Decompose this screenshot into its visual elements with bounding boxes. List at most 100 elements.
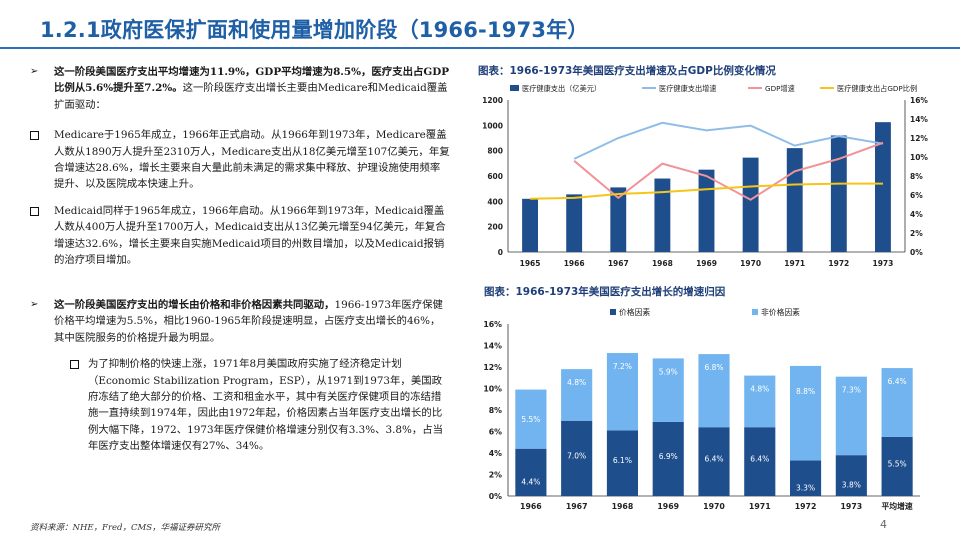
chart1-y-right-tick: 6%: [910, 191, 923, 200]
medicaid-text: Medicaid同样于1965年成立，1966年启动。从1966年到1973年，…: [54, 204, 446, 267]
chart2-bar-price: [835, 455, 867, 496]
chart2-y-tick: 10%: [483, 385, 502, 394]
chart2-bar-price: [561, 420, 593, 496]
chart2-x-tick: 1968: [612, 502, 634, 511]
chart1-legend-label: 医疗健康支出（亿美元）: [522, 84, 601, 93]
chart2-svg: 价格因素 非价格因素 0% 2% 4% 6% 8% 10% 12% 14% 16% 1966 1967 1…: [483, 307, 920, 511]
square-bullet-icon: [30, 127, 39, 146]
chart2-data-label-nonprice: 4.8%: [567, 378, 586, 387]
top-accent-line: [0, 0, 960, 3]
chart2-data-label-price: 7.0%: [567, 451, 586, 460]
paragraph-medicaid: Medicaid同样于1965年成立，1966年启动。从1966年到1973年，…: [30, 203, 450, 269]
chart2-data-label-nonprice: 4.8%: [750, 385, 769, 394]
source-footnote: 资料来源：NHE，Fred，CMS，华福证券研究所: [30, 523, 221, 533]
chart1-legend-swatch: [510, 85, 519, 91]
chart2-data-label-price: 6.4%: [750, 455, 769, 464]
chart2: 价格因素 非价格因素 0% 2% 4% 6% 8% 10% 12% 14% 16% 1966 1967 1…: [470, 300, 945, 518]
chart2-data-label-nonprice: 7.3%: [842, 386, 861, 395]
chart2-x-tick: 1971: [749, 502, 771, 511]
chart2-bar-nonprice: [606, 353, 639, 431]
chart1-legend-label: GDP增速: [765, 84, 795, 93]
chart2-data-label-price: 3.3%: [796, 483, 815, 492]
chart1-y-left-tick: 0: [498, 248, 503, 257]
chart1-y-left-tick: 200: [487, 223, 503, 232]
chart1-x-tick: 1967: [608, 259, 629, 268]
chart2-x-tick: 1972: [795, 502, 817, 511]
chart1-bar: [742, 157, 759, 252]
chart1-y-right-tick: 14%: [910, 115, 928, 124]
chart1-svg: 医疗健康支出（亿美元） 医疗健康支出增速 GDP增速 医疗健康支出占GDP比例 0 200…: [482, 84, 928, 268]
chart1-bar: [830, 135, 847, 252]
chart1-x-tick: 1973: [873, 259, 894, 268]
chart2-bar-nonprice: [561, 369, 593, 421]
chart2-y-tick: 2%: [489, 471, 502, 480]
chart2-bar-price: [698, 427, 730, 496]
chart2-bar-nonprice: [744, 375, 776, 428]
chart2-bar-nonprice: [835, 376, 867, 456]
chart1-y-left-tick: 400: [487, 197, 503, 206]
chart1-bar: [610, 187, 627, 252]
chart2-data-label-price: 5.5%: [888, 459, 907, 468]
chart2-bar-nonprice: [881, 368, 913, 437]
arrow-bullet-icon: ➢: [30, 66, 39, 77]
chart2-bar-price: [515, 448, 547, 496]
chart2-title: 图表：1966-1973年美国医疗支出增长的增速归因: [484, 286, 726, 298]
drivers-text: 1966-1973年医疗保健价格平均增速为5.5%，相比1960-1965年阶段…: [54, 299, 443, 344]
page-title: 1.2.1政府医保扩面和使用量增加阶段（1966-1973年）: [40, 18, 589, 42]
title-underline: [0, 47, 960, 49]
chart1-legend-label: 医疗健康支出占GDP比例: [837, 84, 917, 93]
chart2-x-tick: 1973: [840, 502, 862, 511]
chart2-y-tick: 0%: [489, 492, 502, 501]
chart2-y-tick: 16%: [483, 320, 502, 329]
chart2-data-label-price: 6.9%: [659, 452, 678, 461]
chart2-data-label-nonprice: 6.8%: [704, 363, 723, 372]
page-number: 4: [880, 518, 887, 531]
paragraph-summary: ➢ 这一阶段美国医疗支出平均增速为11.9%，GDP平均增速为8.5%，医疗支出…: [30, 64, 450, 113]
chart2-y-tick: 12%: [483, 363, 502, 372]
summary-text: 这一阶段医疗支出增长主要由Medicare和Medicaid覆盖扩面驱动：: [54, 82, 448, 111]
chart1-y-right-tick: 12%: [910, 134, 928, 143]
chart2-data-label-nonprice: 5.5%: [521, 415, 540, 424]
chart2-bar-price: [881, 436, 913, 496]
chart2-x-tick: 1967: [566, 502, 588, 511]
drivers-bold-text: 这一阶段美国医疗支出的增长由价格和非价格因素共同驱动，: [54, 299, 335, 311]
chart2-y-tick: 6%: [489, 428, 502, 437]
chart1: 医疗健康支出（亿美元） 医疗健康支出增速 GDP增速 医疗健康支出占GDP比例 0 200…: [470, 78, 945, 277]
chart2-x-tick: 1970: [703, 502, 725, 511]
chart1-y-right-tick: 16%: [910, 96, 928, 105]
chart1-bar: [566, 194, 583, 252]
chart1-bar: [654, 178, 671, 252]
chart1-bar: [786, 148, 803, 252]
chart2-bar-nonprice: [789, 365, 822, 461]
chart2-x-tick: 平均增速: [882, 501, 913, 511]
chart1-series-line: [573, 121, 884, 160]
chart1-bar: [875, 122, 891, 252]
arrow-bullet-icon: ➢: [30, 299, 39, 310]
chart2-data-label-nonprice: 8.8%: [796, 387, 815, 396]
chart2-data-label-price: 3.8%: [842, 481, 861, 490]
chart2-x-tick: 1966: [520, 502, 542, 511]
chart1-y-left-tick: 800: [487, 147, 503, 156]
chart2-y-tick: 8%: [489, 406, 502, 415]
text-block-bottom: ➢ 这一阶段美国医疗支出的增长由价格和非价格因素共同驱动，1966-1973年医…: [30, 297, 450, 465]
chart2-data-label-price: 6.1%: [613, 456, 632, 465]
chart2-data-label-nonprice: 6.4%: [888, 377, 907, 386]
chart1-y-right-tick: 0%: [910, 248, 923, 257]
chart2-bar-price: [652, 421, 684, 496]
chart1-y-left-tick: 1200: [482, 96, 503, 105]
chart2-bar-nonprice: [652, 358, 684, 422]
chart1-bar: [522, 198, 538, 252]
chart1-x-tick: 1968: [652, 259, 673, 268]
chart2-x-tick: 1969: [657, 502, 679, 511]
chart2-data-label-price: 6.4%: [704, 455, 723, 464]
paragraph-medicare: Medicare于1965年成立，1966年正式启动。从1966年到1973年，…: [30, 127, 450, 193]
medicare-text: Medicare于1965年成立，1966年正式启动。从1966年到1973年，…: [54, 129, 450, 191]
chart2-bar-nonprice: [515, 389, 547, 449]
chart2-data-label-price: 4.4%: [521, 477, 540, 486]
chart1-y-left-tick: 600: [487, 172, 503, 181]
chart1-x-tick: 1965: [520, 259, 541, 268]
chart2-data-label-nonprice: 7.2%: [613, 362, 632, 371]
chart2-bar-price: [789, 460, 822, 496]
paragraph-esp: 为了抑制价格的快速上涨，1971年8月美国政府实施了经济稳定计划（Economi…: [30, 356, 450, 454]
chart1-legend-label: 医疗健康支出增速: [659, 84, 717, 93]
